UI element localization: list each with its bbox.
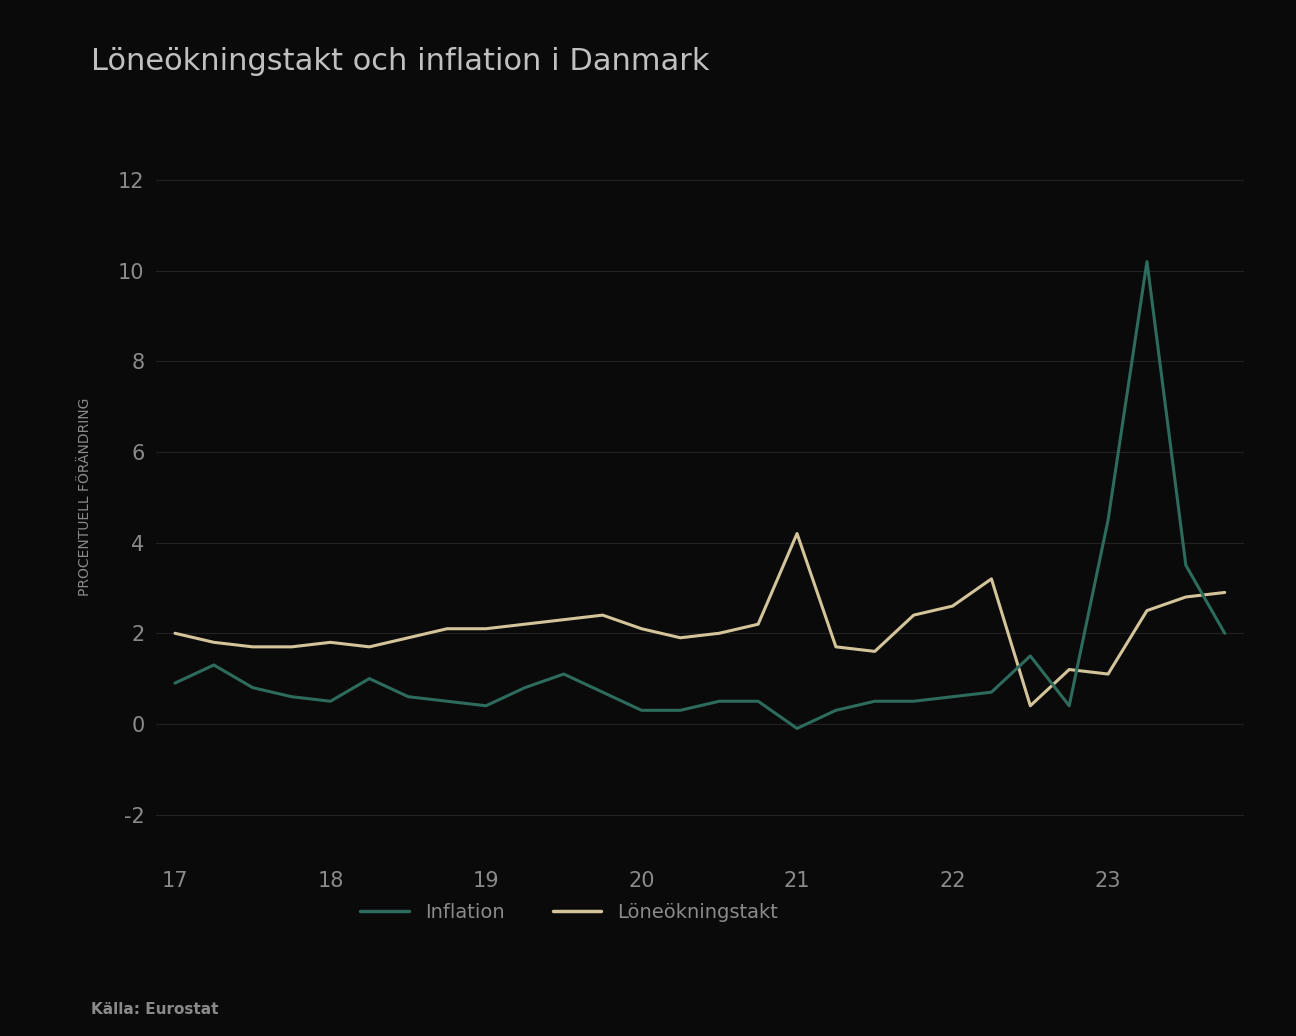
Inflation xyxy=(1178,559,1194,572)
Löneökningstakt xyxy=(1178,591,1194,603)
Löneökningstakt xyxy=(906,609,921,622)
Inflation xyxy=(323,695,338,708)
Inflation xyxy=(1023,650,1038,662)
Löneökningstakt xyxy=(867,645,883,658)
Inflation xyxy=(906,695,921,708)
Inflation xyxy=(556,668,572,681)
Inflation xyxy=(712,695,727,708)
Löneökningstakt xyxy=(828,640,844,653)
Inflation xyxy=(789,722,805,735)
Löneökningstakt xyxy=(245,640,260,653)
Löneökningstakt xyxy=(673,632,688,644)
Inflation xyxy=(284,690,299,702)
Line: Inflation: Inflation xyxy=(175,261,1225,728)
Inflation xyxy=(245,682,260,694)
Löneökningstakt xyxy=(1023,699,1038,712)
Inflation xyxy=(673,704,688,717)
Line: Löneökningstakt: Löneökningstakt xyxy=(175,534,1225,706)
Löneökningstakt xyxy=(1217,586,1232,599)
Inflation xyxy=(867,695,883,708)
Löneökningstakt xyxy=(595,609,610,622)
Inflation xyxy=(634,704,649,717)
Inflation xyxy=(362,672,377,685)
Löneökningstakt xyxy=(362,640,377,653)
Löneökningstakt xyxy=(556,613,572,626)
Löneökningstakt xyxy=(206,636,222,649)
Löneökningstakt xyxy=(945,600,960,612)
Löneökningstakt xyxy=(167,627,183,639)
Inflation xyxy=(439,695,455,708)
Löneökningstakt xyxy=(517,617,533,630)
Löneökningstakt xyxy=(1100,668,1116,681)
Inflation xyxy=(517,682,533,694)
Inflation xyxy=(750,695,766,708)
Inflation xyxy=(167,677,183,689)
Löneökningstakt xyxy=(634,623,649,635)
Inflation xyxy=(828,704,844,717)
Löneökningstakt xyxy=(712,627,727,639)
Inflation xyxy=(206,659,222,671)
Löneökningstakt xyxy=(984,573,999,585)
Inflation xyxy=(1061,699,1077,712)
Löneökningstakt xyxy=(400,632,416,644)
Inflation xyxy=(945,690,960,702)
Löneökningstakt xyxy=(789,527,805,540)
Y-axis label: PROCENTUELL FÖRÄNDRING: PROCENTUELL FÖRÄNDRING xyxy=(78,398,92,597)
Löneökningstakt xyxy=(478,623,494,635)
Löneökningstakt xyxy=(284,640,299,653)
Inflation xyxy=(1139,255,1155,267)
Löneökningstakt xyxy=(1061,663,1077,675)
Löneökningstakt xyxy=(1139,604,1155,616)
Inflation xyxy=(595,686,610,698)
Inflation xyxy=(400,690,416,702)
Text: Källa: Eurostat: Källa: Eurostat xyxy=(91,1003,218,1017)
Inflation xyxy=(1217,627,1232,639)
Inflation xyxy=(984,686,999,698)
Löneökningstakt xyxy=(323,636,338,649)
Inflation xyxy=(1100,514,1116,526)
Text: Löneökningstakt och inflation i Danmark: Löneökningstakt och inflation i Danmark xyxy=(91,47,709,76)
Löneökningstakt xyxy=(439,623,455,635)
Inflation xyxy=(478,699,494,712)
Löneökningstakt xyxy=(750,617,766,630)
Legend: Inflation, Löneökningstakt: Inflation, Löneökningstakt xyxy=(353,895,785,930)
